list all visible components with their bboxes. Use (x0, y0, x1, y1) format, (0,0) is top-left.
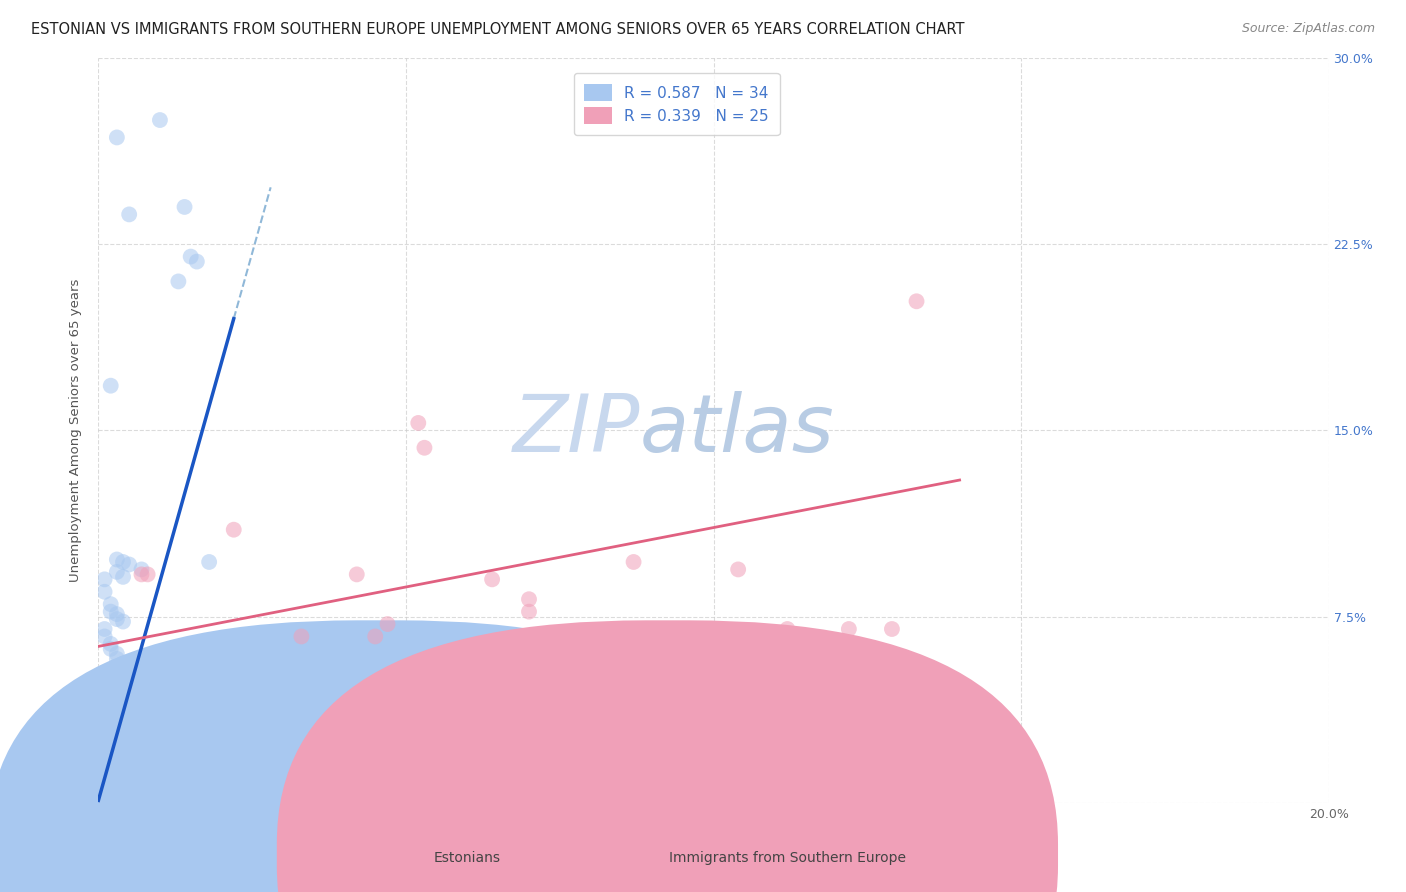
Point (481, 573, 503, 587)
Text: Immigrants from Southern Europe: Immigrants from Southern Europe (669, 851, 905, 865)
Point (173, 200, 195, 214)
Text: atlas: atlas (640, 392, 835, 469)
Point (763, 666, 786, 681)
Point (112, 662, 135, 676)
Point (100, 637, 122, 651)
Point (180, 250, 202, 264)
Text: Source: ZipAtlas.com: Source: ZipAtlas.com (1241, 22, 1375, 36)
Point (93, 584, 115, 599)
Point (131, 567, 153, 582)
Point (180, 647, 202, 661)
Point (167, 275, 190, 289)
Point (517, 605, 540, 619)
FancyBboxPatch shape (277, 620, 1059, 892)
Point (105, 647, 128, 661)
Point (733, 630, 755, 644)
Point (112, 615, 135, 629)
Point (112, 657, 135, 671)
Point (118, 558, 141, 572)
Point (93, 622, 115, 636)
Point (100, 378, 122, 392)
Point (364, 630, 387, 644)
Text: ZIP: ZIP (512, 392, 640, 469)
Point (105, 652, 128, 666)
Point (517, 592, 540, 607)
Point (100, 605, 122, 619)
Point (105, 612, 128, 626)
Point (776, 622, 799, 636)
Text: Estonians: Estonians (434, 851, 501, 865)
Point (198, 555, 221, 569)
Point (93, 766, 115, 780)
Point (105, 552, 128, 566)
Point (623, 641, 645, 656)
Point (862, 691, 884, 706)
Point (647, 666, 669, 681)
Point (100, 597, 122, 611)
Point (377, 617, 399, 632)
Point (198, 783, 221, 797)
Point (475, 641, 498, 656)
Point (186, 254, 208, 268)
Point (222, 523, 245, 537)
Text: ESTONIAN VS IMMIGRANTS FROM SOUTHERN EUROPE UNEMPLOYMENT AMONG SENIORS OVER 65 Y: ESTONIAN VS IMMIGRANTS FROM SOUTHERN EUR… (31, 22, 965, 37)
FancyBboxPatch shape (0, 620, 769, 892)
Point (727, 562, 749, 576)
Point (112, 704, 135, 718)
Point (468, 654, 491, 668)
Point (290, 630, 312, 644)
Point (105, 565, 128, 579)
Point (880, 622, 903, 636)
Y-axis label: Unemployment Among Seniors over 65 years: Unemployment Among Seniors over 65 years (69, 278, 83, 582)
Point (136, 567, 159, 582)
Point (93, 630, 115, 644)
Point (149, 113, 172, 128)
Point (93, 573, 115, 587)
Point (623, 555, 645, 569)
Point (413, 441, 436, 455)
Point (905, 294, 928, 309)
Point (105, 130, 128, 145)
Point (105, 607, 128, 621)
Point (112, 570, 135, 584)
Point (100, 641, 122, 656)
Point (118, 207, 141, 221)
Point (112, 555, 135, 569)
Point (408, 416, 430, 430)
Point (131, 562, 153, 576)
Point (838, 622, 860, 636)
Point (346, 567, 368, 582)
Legend: R = 0.587   N = 34, R = 0.339   N = 25: R = 0.587 N = 34, R = 0.339 N = 25 (574, 73, 779, 135)
